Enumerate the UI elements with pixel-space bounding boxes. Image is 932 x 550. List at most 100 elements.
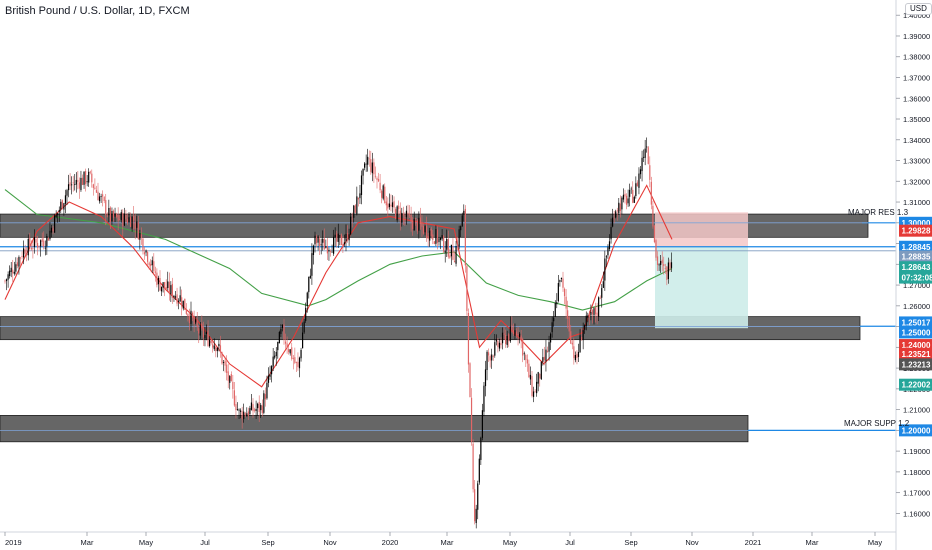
candle <box>323 228 325 250</box>
candle <box>147 250 149 266</box>
candle <box>122 209 124 237</box>
candle <box>542 348 544 366</box>
candle-body <box>323 238 325 250</box>
candle-body <box>491 354 493 361</box>
candle <box>106 212 108 218</box>
candle <box>26 247 28 262</box>
candle-body <box>193 316 195 325</box>
candle-body <box>559 280 561 282</box>
candle-body <box>357 197 359 200</box>
candle <box>243 403 245 423</box>
candle-body <box>664 268 666 269</box>
candle-body <box>154 271 156 273</box>
candle <box>286 336 288 354</box>
candle <box>401 207 403 227</box>
candle-body <box>364 163 366 168</box>
candle-body <box>641 157 643 172</box>
candle-body <box>222 362 225 363</box>
candle <box>277 341 279 359</box>
candle <box>370 150 372 175</box>
candle-body <box>325 246 327 248</box>
candle-body <box>221 352 223 364</box>
candle-body <box>258 401 260 412</box>
candle-body <box>616 210 618 212</box>
candle-body <box>528 363 530 378</box>
candle-body <box>334 234 336 238</box>
candle-body <box>12 269 14 274</box>
candle-body <box>320 244 322 246</box>
candle-body <box>97 191 99 201</box>
candle <box>284 333 287 349</box>
candle-body <box>111 210 113 222</box>
candle <box>148 261 150 270</box>
candle-body <box>164 282 166 288</box>
candle <box>587 312 589 323</box>
candle-body <box>173 295 175 298</box>
candle <box>590 304 592 321</box>
price-tag: 1.28835 <box>899 250 932 263</box>
candle-body <box>421 222 423 227</box>
candle <box>257 402 259 416</box>
candle <box>212 341 214 353</box>
candle-body <box>36 243 39 248</box>
candle-body <box>658 264 660 266</box>
candle-body <box>41 238 43 242</box>
candle <box>227 363 229 389</box>
x-tick-label: May <box>139 538 153 547</box>
candle-body <box>519 333 521 338</box>
currency-button[interactable]: USD <box>905 3 932 15</box>
candle <box>532 386 535 403</box>
candle <box>419 207 421 230</box>
candle-body <box>585 315 587 326</box>
candle <box>340 233 342 246</box>
candle-body <box>488 352 490 356</box>
candle-body <box>455 246 457 264</box>
candle <box>522 337 524 363</box>
candle-body <box>286 343 288 349</box>
y-tick-label: 1.39000 <box>903 32 930 41</box>
candle-body <box>342 243 344 246</box>
candle-body <box>388 203 390 208</box>
candle-body <box>557 283 559 301</box>
candle <box>103 196 105 204</box>
candle <box>489 354 491 368</box>
candle-body <box>261 405 263 414</box>
candle-body <box>399 210 401 221</box>
candle-body <box>40 240 42 247</box>
candle-body <box>615 211 617 218</box>
candle <box>199 321 201 339</box>
candle-body <box>350 216 352 235</box>
candle <box>670 252 673 273</box>
candle <box>385 196 387 211</box>
candle <box>114 207 116 223</box>
time-axis[interactable]: 2019 Mar May Jul Sep Nov 2020 Mar May Jul Sep Nov 20… <box>4 532 882 547</box>
candle-body <box>377 178 380 182</box>
candle <box>517 326 519 346</box>
candle-body <box>281 324 284 329</box>
candle <box>447 230 449 259</box>
candle-body <box>426 225 428 238</box>
candle-body <box>540 361 542 380</box>
candle <box>641 150 643 182</box>
candle-body <box>86 181 88 183</box>
candle <box>264 387 266 407</box>
candle-body <box>432 234 434 241</box>
candle-body <box>224 360 226 366</box>
price-tag-bg <box>899 250 932 263</box>
candle <box>624 189 626 204</box>
candle-body <box>184 298 186 310</box>
candle <box>599 295 601 300</box>
candle-body <box>243 411 245 420</box>
candle-body <box>588 313 590 318</box>
candle <box>503 327 505 340</box>
candle <box>650 176 652 210</box>
candle-body <box>15 264 17 272</box>
candle <box>331 244 333 253</box>
candle-body <box>179 295 181 302</box>
candle-body <box>571 342 573 345</box>
candle-body <box>92 184 94 188</box>
y-tick-label: 1.21000 <box>903 406 930 415</box>
candle-body <box>126 219 129 223</box>
